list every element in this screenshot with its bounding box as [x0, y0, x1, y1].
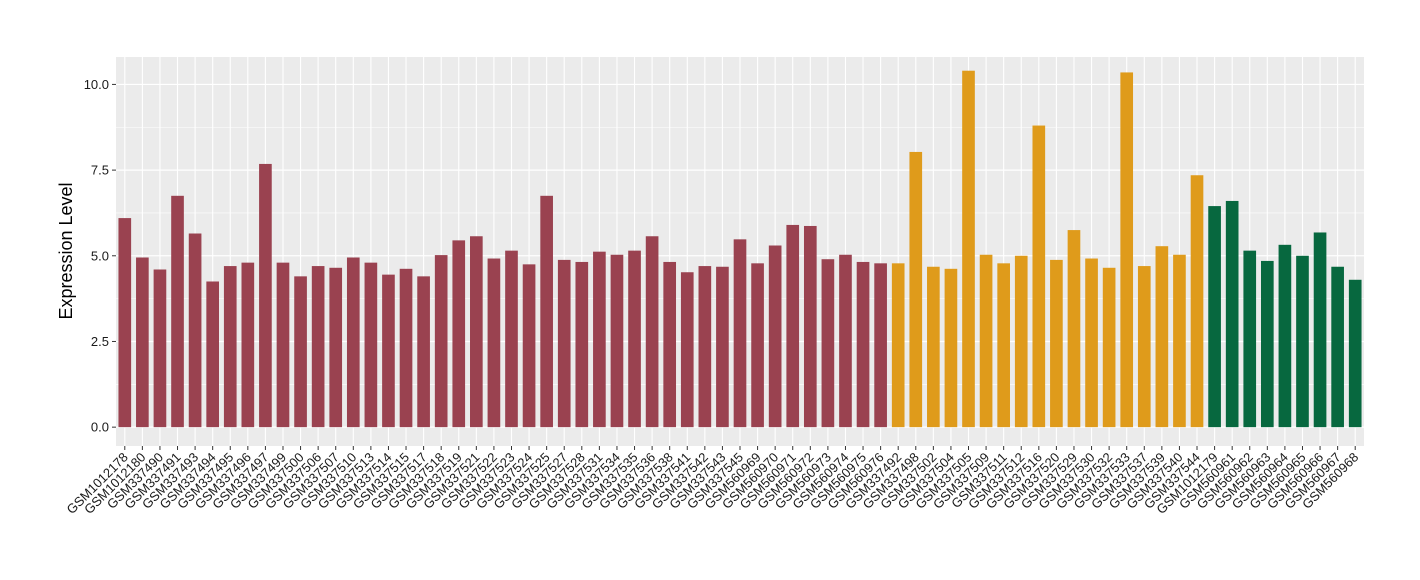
- bar-GSM560965: [1296, 255, 1309, 428]
- bar-GSM560969: [751, 263, 764, 428]
- bar-GSM1012180: [136, 257, 149, 428]
- y-tick-label: 0.0: [91, 420, 109, 435]
- bars-group: [118, 70, 1362, 428]
- bar-GSM337505: [962, 70, 975, 428]
- bar-GSM337515: [399, 268, 413, 428]
- bar-GSM337520: [1050, 259, 1063, 428]
- bar-GSM337502: [927, 266, 940, 428]
- bar-GSM337529: [1067, 230, 1081, 428]
- bar-GSM560964: [1278, 244, 1292, 428]
- bar-GSM337513: [364, 262, 378, 428]
- bar-GSM337495: [223, 266, 237, 428]
- bar-GSM337532: [1102, 267, 1116, 428]
- bar-GSM337534: [610, 254, 624, 428]
- bar-GSM337496: [241, 262, 255, 428]
- bar-GSM337507: [329, 267, 343, 428]
- bar-GSM337497: [259, 163, 272, 428]
- bar-GSM337523: [505, 250, 518, 428]
- bar-GSM337527: [557, 259, 571, 428]
- bar-GSM1012179: [1208, 206, 1221, 428]
- bar-GSM337516: [1032, 125, 1046, 428]
- y-tick-label: 2.5: [91, 334, 109, 349]
- bar-GSM337500: [294, 276, 307, 428]
- y-axis-title: Expression Level: [56, 182, 76, 319]
- bar-GSM560973: [821, 259, 835, 428]
- bar-GSM337525: [540, 195, 553, 428]
- bar-GSM337499: [276, 262, 290, 428]
- bar-GSM560968: [1348, 279, 1362, 428]
- y-axis: 0.0 2.5 5.0 7.5 10.0: [84, 77, 116, 435]
- bar-GSM337518: [434, 255, 448, 428]
- bar-GSM337491: [171, 195, 184, 428]
- bar-GSM337490: [153, 269, 167, 428]
- bar-GSM337545: [733, 239, 747, 428]
- bar-GSM560966: [1313, 232, 1327, 428]
- bar-GSM560967: [1331, 266, 1344, 428]
- bar-GSM337519: [452, 240, 466, 428]
- bar-GSM337492: [891, 263, 905, 428]
- bar-GSM337544: [1190, 175, 1204, 428]
- bar-GSM560963: [1260, 260, 1274, 428]
- y-tick-label: 7.5: [91, 163, 109, 178]
- y-tick-label: 10.0: [84, 77, 109, 92]
- bar-GSM337528: [575, 261, 589, 428]
- bar-GSM337541: [680, 272, 694, 428]
- x-axis: GSM1012178GSM1012180GSM337490GSM337491GS…: [64, 446, 1361, 517]
- bar-GSM337493: [188, 233, 202, 428]
- bar-GSM560975: [856, 261, 870, 428]
- bar-GSM337543: [716, 266, 729, 428]
- bar-GSM337522: [487, 258, 501, 428]
- bar-GSM337536: [645, 236, 659, 428]
- y-tick-label: 5.0: [91, 248, 109, 263]
- bar-GSM337506: [311, 266, 325, 428]
- bar-GSM337509: [979, 254, 993, 428]
- bar-GSM337530: [1085, 258, 1098, 428]
- bar-GSM337542: [698, 266, 712, 428]
- bar-GSM560976: [874, 263, 887, 428]
- bar-GSM560961: [1225, 200, 1239, 428]
- bar-GSM337533: [1120, 72, 1134, 428]
- bar-GSM337511: [997, 263, 1010, 428]
- bar-GSM337524: [522, 264, 536, 428]
- bar-GSM337538: [663, 261, 677, 428]
- bar-GSM560971: [786, 224, 800, 428]
- bar-GSM337540: [1173, 254, 1186, 428]
- bar-GSM337512: [1014, 255, 1028, 428]
- bar-GSM337514: [382, 274, 395, 428]
- bar-GSM560972: [803, 225, 817, 428]
- bar-GSM337539: [1155, 246, 1169, 428]
- bar-GSM337537: [1137, 266, 1151, 428]
- bar-GSM560962: [1243, 250, 1257, 428]
- bar-GSM337498: [909, 151, 923, 428]
- bar-GSM337521: [470, 236, 483, 428]
- bar-GSM337494: [206, 281, 220, 428]
- bar-GSM337504: [944, 268, 958, 428]
- bar-GSM337517: [417, 276, 430, 428]
- bar-GSM337531: [593, 251, 606, 428]
- bar-GSM560974: [839, 254, 852, 428]
- bar-GSM560970: [768, 245, 782, 428]
- bar-GSM337510: [346, 257, 360, 428]
- bar-GSM337535: [628, 250, 641, 428]
- bar-GSM1012178: [118, 218, 132, 428]
